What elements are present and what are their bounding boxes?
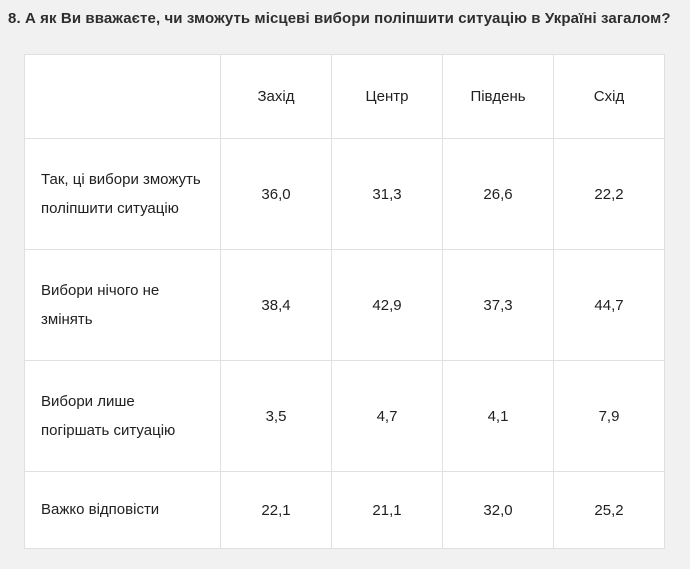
value-cell: 22,1 bbox=[220, 471, 332, 549]
value-cell: 37,3 bbox=[442, 249, 554, 361]
value-cell: 42,9 bbox=[331, 249, 443, 361]
row-label: Вибори нічого не змінять bbox=[24, 249, 221, 361]
corner-cell bbox=[24, 54, 221, 139]
column-header-skhid: Схід bbox=[553, 54, 665, 139]
value-cell: 4,1 bbox=[442, 360, 554, 472]
table-row: Так, ці вибори зможуть поліпшити ситуаці… bbox=[24, 138, 665, 250]
table-row: Вибори нічого не змінять 38,4 42,9 37,3 … bbox=[24, 249, 665, 361]
value-cell: 4,7 bbox=[331, 360, 443, 472]
value-cell: 31,3 bbox=[331, 138, 443, 250]
value-cell: 3,5 bbox=[220, 360, 332, 472]
results-table-container: Захід Центр Південь Схід Так, ці вибори … bbox=[24, 54, 666, 549]
value-cell: 26,6 bbox=[442, 138, 554, 250]
value-cell: 36,0 bbox=[220, 138, 332, 250]
row-label: Вибори лише погіршать ситуацію bbox=[24, 360, 221, 472]
value-cell: 32,0 bbox=[442, 471, 554, 549]
value-cell: 44,7 bbox=[553, 249, 665, 361]
row-label: Важко відповісти bbox=[24, 471, 221, 549]
value-cell: 21,1 bbox=[331, 471, 443, 549]
value-cell: 7,9 bbox=[553, 360, 665, 472]
table-row: Вибори лише погіршать ситуацію 3,5 4,7 4… bbox=[24, 360, 665, 472]
column-header-zakhid: Захід bbox=[220, 54, 332, 139]
table-row: Важко відповісти 22,1 21,1 32,0 25,2 bbox=[24, 471, 665, 549]
row-label: Так, ці вибори зможуть поліпшити ситуаці… bbox=[24, 138, 221, 250]
value-cell: 38,4 bbox=[220, 249, 332, 361]
question-title: 8. А як Ви вважаєте, чи зможуть місцеві … bbox=[8, 10, 671, 27]
table-header-row: Захід Центр Південь Схід bbox=[24, 54, 665, 139]
value-cell: 22,2 bbox=[553, 138, 665, 250]
column-header-pivden: Південь bbox=[442, 54, 554, 139]
column-header-tsentr: Центр bbox=[331, 54, 443, 139]
survey-results-table: Захід Центр Південь Схід Так, ці вибори … bbox=[24, 54, 665, 549]
value-cell: 25,2 bbox=[553, 471, 665, 549]
